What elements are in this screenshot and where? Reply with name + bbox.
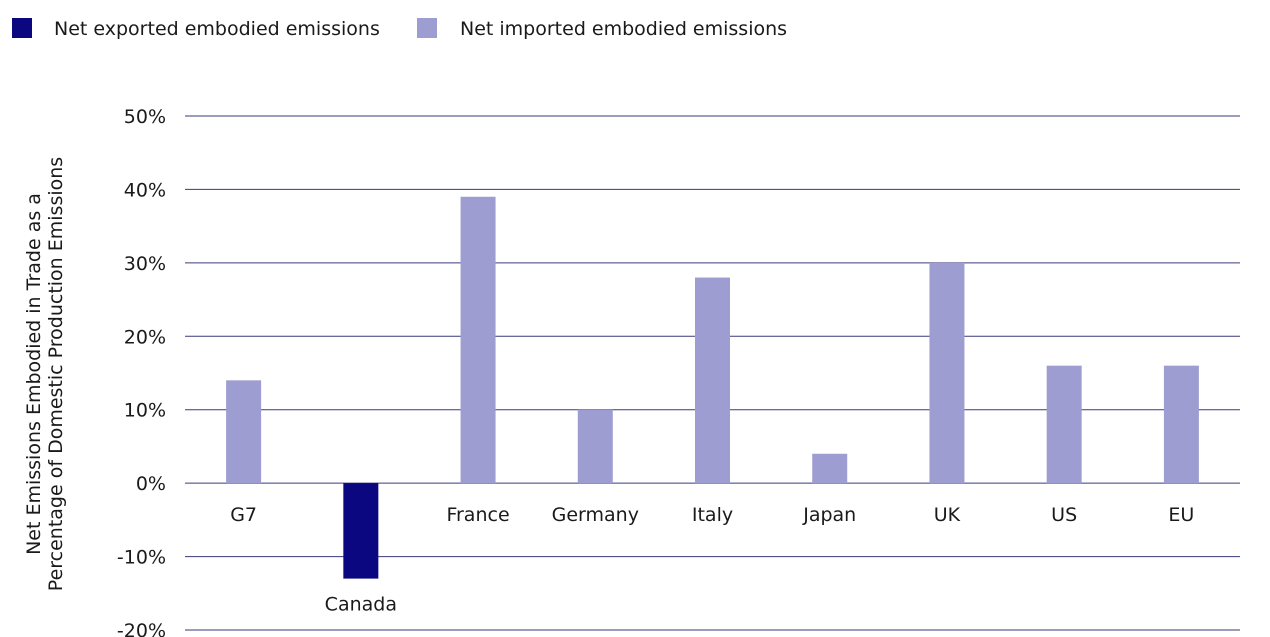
- y-tick-label: 10%: [124, 400, 166, 422]
- y-tick-label: 0%: [136, 473, 166, 495]
- y-tick-label: -10%: [117, 547, 166, 569]
- category-label-japan: Japan: [802, 504, 856, 526]
- bar-eu: [1163, 365, 1199, 484]
- category-label-france: France: [446, 504, 509, 526]
- y-tick-label: 40%: [124, 179, 166, 201]
- legend-swatch-imported: [417, 18, 437, 38]
- bars: [226, 196, 1199, 579]
- bar-g7: [226, 380, 262, 484]
- category-label-germany: Germany: [552, 504, 639, 526]
- category-label-uk: UK: [934, 504, 961, 526]
- category-label-g7: G7: [230, 504, 257, 526]
- bar-uk: [929, 262, 965, 484]
- bar-canada: [343, 483, 379, 579]
- bar-japan: [812, 453, 848, 484]
- y-axis-ticks: -20% -10% 0% 10% 20% 30% 40% 50%: [117, 106, 166, 637]
- legend-label-imported: Net imported embodied emissions: [460, 18, 787, 40]
- legend-label-exported: Net exported embodied emissions: [54, 18, 380, 40]
- y-tick-label: 50%: [124, 106, 166, 128]
- y-tick-label: -20%: [117, 620, 166, 637]
- y-tick-label: 20%: [124, 326, 166, 348]
- bar-france: [460, 196, 496, 484]
- bar-italy: [695, 277, 730, 484]
- legend-swatch-exported: [12, 18, 32, 38]
- bar-us: [1046, 365, 1082, 484]
- category-label-eu: EU: [1168, 504, 1194, 526]
- category-label-us: US: [1051, 504, 1077, 526]
- y-axis-title: Net Emissions Embodied in Trade as a Per…: [23, 157, 67, 591]
- legend: Net exported embodied emissions Net impo…: [12, 18, 787, 40]
- category-label-canada: Canada: [325, 594, 397, 616]
- y-tick-label: 30%: [124, 253, 166, 275]
- y-axis-title-line-1: Net Emissions Embodied in Trade as a: [23, 193, 45, 555]
- y-axis-title-line-2: Percentage of Domestic Production Emissi…: [45, 157, 67, 591]
- category-labels: G7 Canada France Germany Italy Japan UK US EU: [230, 504, 1194, 615]
- category-label-italy: Italy: [692, 504, 733, 526]
- bar-germany: [577, 409, 613, 484]
